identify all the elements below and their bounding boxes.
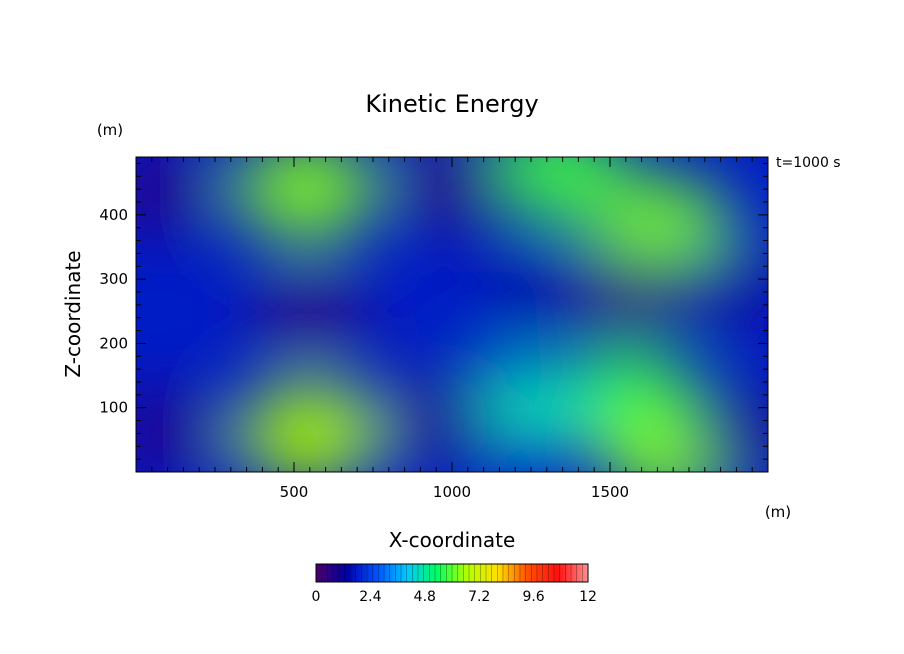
y-tick-label: 400 <box>99 206 128 224</box>
colorbar: 0 2.4 4.8 7.2 9.6 12 <box>312 563 597 605</box>
field-blob <box>234 157 379 242</box>
time-label: t=1000 s <box>776 155 841 171</box>
colorbar-tick-labels: 0 2.4 4.8 7.2 9.6 12 <box>312 589 597 605</box>
colorbar-tick-label: 4.8 <box>414 589 436 605</box>
x-axis-ticks: 500 1000 1500 <box>280 157 629 501</box>
y-unit-label: (m) <box>97 121 123 139</box>
x-minor-ticks <box>151 157 753 472</box>
field-blob <box>676 241 768 330</box>
field-blob <box>481 157 626 222</box>
field-blob <box>249 267 370 356</box>
field-blob <box>237 381 382 472</box>
colorbar-level-lines <box>321 564 583 582</box>
field-blob <box>136 157 222 234</box>
colorbar-tick-label: 9.6 <box>522 589 544 605</box>
x-tick-label: 1000 <box>433 483 471 501</box>
plot-area: 500 1000 1500 100 200 300 400 <box>99 156 769 501</box>
y-tick-label: 300 <box>99 270 128 288</box>
field-blob <box>376 376 497 465</box>
colorbar-tick-label: 7.2 <box>468 589 490 605</box>
colorbar-tick-label: 12 <box>579 589 597 605</box>
colorbar-tick-label: 2.4 <box>359 589 381 605</box>
x-tick-label: 500 <box>280 483 309 501</box>
y-minor-ticks <box>136 162 768 460</box>
field-contours <box>136 157 768 472</box>
chart-title: Kinetic Energy <box>365 90 538 118</box>
y-axis-ticks: 100 200 300 400 <box>99 206 768 417</box>
y-axis-label: Z-coordinate <box>61 250 85 377</box>
field-blob <box>689 389 768 472</box>
colorbar-tick-label: 0 <box>312 589 321 605</box>
y-tick-label: 100 <box>99 399 128 417</box>
x-axis-label: X-coordinate <box>389 528 516 552</box>
y-tick-label: 200 <box>99 334 128 352</box>
x-unit-label: (m) <box>765 503 791 521</box>
field-blob <box>136 389 225 472</box>
field-blob <box>480 241 601 330</box>
x-tick-label: 1500 <box>591 483 629 501</box>
field-blob <box>392 157 512 227</box>
